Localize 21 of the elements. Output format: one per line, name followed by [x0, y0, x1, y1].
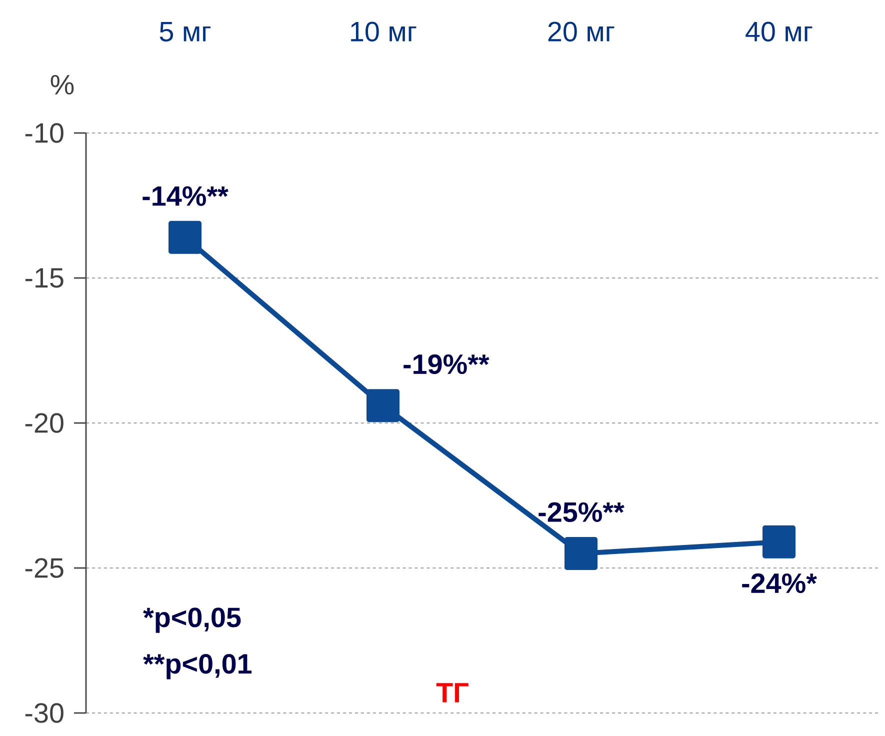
x-tick-label: 5 мг: [160, 22, 210, 42]
point: [564, 536, 598, 570]
x-tick-label: 20 мг: [548, 22, 614, 42]
point: [168, 220, 202, 254]
y-axis-title: %: [50, 74, 74, 94]
data-label: -19%**: [404, 354, 490, 374]
annotation: *p<0,05: [143, 608, 241, 633]
annotation: ТГ: [436, 683, 468, 702]
data-label: -24%*: [742, 573, 817, 594]
x-tick-label: 10 мг: [351, 22, 416, 42]
y-tick-label: -20: [25, 413, 64, 433]
y-tick-label: -15: [25, 268, 64, 288]
point: [366, 389, 400, 422]
annotation: **p<0,01: [143, 654, 252, 680]
x-tick-label: 40 мг: [746, 22, 812, 42]
y-tick-label: -10: [25, 123, 64, 143]
y-tick-label: -25: [25, 558, 64, 578]
data-label: -25%**: [538, 502, 624, 522]
data-label: -14%**: [142, 186, 228, 206]
point: [762, 525, 796, 558]
y-tick-label: -30: [25, 703, 64, 723]
